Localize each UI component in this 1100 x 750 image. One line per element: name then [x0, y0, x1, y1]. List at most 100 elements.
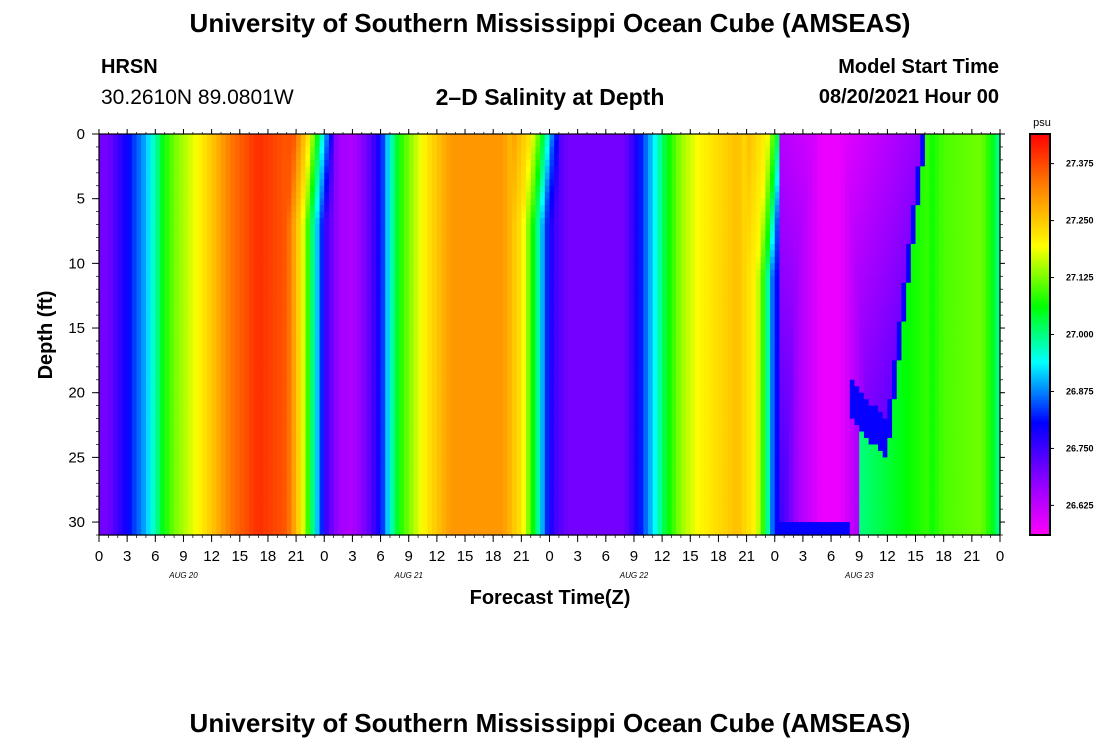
heatmap-cell	[225, 444, 231, 452]
heatmap-cell	[291, 334, 297, 342]
heatmap-cell	[375, 450, 382, 458]
heatmap-cell	[122, 399, 128, 407]
heatmap-cell	[375, 431, 382, 439]
heatmap-cell	[286, 159, 292, 167]
heatmap-cell	[333, 295, 339, 303]
heatmap-cell	[394, 263, 400, 271]
heatmap-cell	[99, 308, 105, 316]
heatmap-cell	[305, 295, 311, 303]
heatmap-cell	[296, 347, 302, 355]
heatmap-cell	[380, 334, 386, 342]
heatmap-cell	[389, 379, 396, 387]
heatmap-cell	[239, 198, 246, 206]
heatmap-cell	[221, 308, 227, 316]
heatmap-cell	[122, 315, 128, 323]
heatmap-cell	[389, 425, 396, 433]
heatmap-cell	[460, 463, 466, 471]
heatmap-cell	[371, 172, 377, 180]
heatmap-cell	[347, 399, 353, 407]
heatmap-cell	[357, 153, 363, 161]
heatmap-cell	[343, 315, 349, 323]
heatmap-cell	[253, 153, 260, 161]
heatmap-cell	[328, 315, 335, 323]
heatmap-cell	[145, 412, 152, 420]
heatmap-cell	[155, 243, 161, 252]
heatmap-cell	[216, 198, 222, 206]
heatmap-cell	[282, 179, 288, 187]
heatmap-cell	[366, 146, 372, 155]
heatmap-cell	[399, 425, 405, 433]
heatmap-cell	[375, 366, 382, 374]
heatmap-cell	[244, 353, 250, 361]
heatmap-cell	[164, 412, 170, 420]
heatmap-cell	[122, 328, 128, 336]
heatmap-cell	[160, 515, 166, 523]
heatmap-cell	[446, 185, 452, 193]
heatmap-cell	[338, 412, 344, 420]
heatmap-cell	[333, 315, 339, 323]
heatmap-cell	[314, 185, 321, 193]
heatmap-cell	[253, 463, 260, 471]
heatmap-cell	[188, 483, 194, 491]
heatmap-cell	[469, 302, 476, 310]
heatmap-cell	[366, 450, 372, 458]
heatmap-cell	[103, 321, 109, 329]
heatmap-cell	[197, 418, 203, 426]
heatmap-cell	[221, 360, 227, 368]
heatmap-cell	[108, 231, 114, 239]
heatmap-cell	[324, 179, 330, 187]
heatmap-cell	[389, 295, 396, 303]
heatmap-cell	[117, 366, 124, 374]
heatmap-cell	[206, 185, 213, 193]
heatmap-cell	[113, 205, 119, 213]
heatmap-cell	[328, 321, 335, 329]
heatmap-cell	[375, 231, 382, 239]
heatmap-cell	[389, 412, 396, 420]
heatmap-cell	[136, 140, 142, 148]
heatmap-cell	[469, 134, 476, 142]
heatmap-cell	[338, 224, 344, 232]
heatmap-cell	[183, 134, 189, 142]
heatmap-cell	[357, 476, 363, 484]
heatmap-cell	[267, 263, 274, 271]
heatmap-cell	[150, 386, 156, 394]
heatmap-cell	[127, 502, 133, 510]
heatmap-cell	[99, 373, 105, 381]
heatmap-cell	[188, 321, 194, 329]
heatmap-cell	[174, 231, 180, 239]
heatmap-cell	[211, 172, 217, 180]
heatmap-cell	[99, 231, 105, 239]
heatmap-cell	[399, 405, 405, 413]
heatmap-cell	[469, 269, 476, 277]
heatmap-cell	[375, 308, 382, 316]
heatmap-cell	[371, 250, 377, 258]
heatmap-cell	[206, 457, 213, 465]
heatmap-cell	[385, 263, 391, 271]
heatmap-cell	[122, 522, 128, 530]
heatmap-cell	[206, 166, 213, 174]
heatmap-cell	[192, 282, 199, 290]
heatmap-cell	[328, 328, 335, 336]
heatmap-cell	[328, 308, 335, 316]
heatmap-cell	[432, 231, 438, 239]
heatmap-cell	[324, 399, 330, 407]
heatmap-cell	[282, 463, 288, 471]
heatmap-cell	[441, 159, 447, 167]
heatmap-cell	[328, 476, 335, 484]
heatmap-cell	[221, 134, 227, 142]
heatmap-cell	[145, 373, 152, 381]
heatmap-cell	[108, 366, 114, 374]
heatmap-cell	[291, 250, 297, 258]
heatmap-cell	[230, 476, 236, 484]
heatmap-cell	[371, 509, 377, 517]
heatmap-cell	[145, 334, 152, 342]
heatmap-cell	[230, 269, 236, 277]
heatmap-cell	[253, 509, 260, 517]
heatmap-cell	[408, 496, 415, 504]
heatmap-cell	[347, 412, 353, 420]
heatmap-cell	[263, 224, 269, 232]
heatmap-cell	[343, 218, 349, 226]
heatmap-cell	[413, 489, 419, 497]
heatmap-cell	[263, 509, 269, 517]
heatmap-cell	[197, 457, 203, 465]
